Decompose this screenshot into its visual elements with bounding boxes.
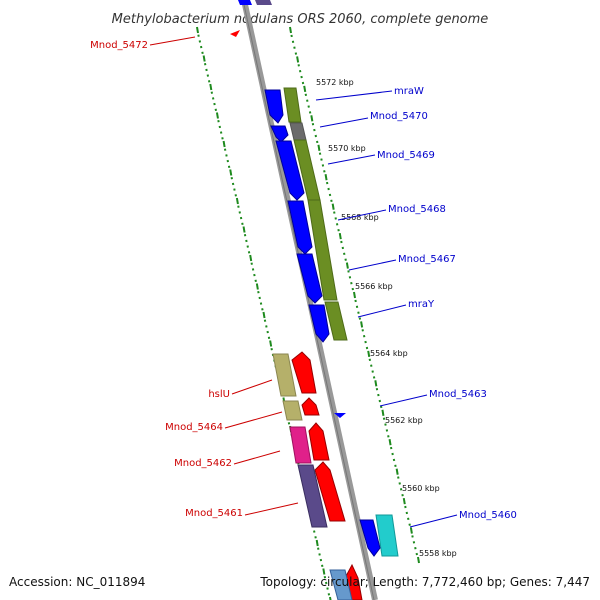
gene-label-mnod-5464[interactable]: Mnod_5464: [165, 422, 223, 433]
tick-mark: [409, 527, 413, 534]
tick-mark: [329, 596, 332, 600]
tick-mark: [269, 340, 273, 347]
cds-arrow: [275, 140, 305, 201]
cds-arrow: [291, 351, 317, 394]
kbp-label: 5566 kbp: [355, 282, 393, 291]
tick-mark: [353, 291, 356, 299]
kbp-label: 5572 kbp: [316, 78, 354, 87]
cds-arrow: [296, 253, 323, 304]
kbp-label: 5562 kbp: [385, 416, 423, 425]
tick-mark: [331, 203, 335, 210]
tick-mark: [324, 174, 328, 181]
cog-block: [255, 0, 272, 5]
cds-arrow: [308, 304, 330, 343]
cog-block: [375, 514, 399, 557]
tick-mark: [417, 556, 420, 564]
cds-track-reverse: [230, 30, 363, 600]
tick-mark: [209, 83, 213, 91]
tick-mark: [196, 26, 199, 34]
tick-mark: [315, 539, 319, 547]
kbp-label: 5568 kbp: [341, 213, 379, 222]
tick-mark: [262, 311, 266, 319]
tick-mark: [229, 169, 233, 176]
cog-block: [329, 569, 353, 600]
cog-block: [307, 199, 338, 301]
gene-label-mnod-5462[interactable]: Mnod_5462: [174, 458, 232, 469]
forward-gene-labels: mraW Mnod_5470 Mnod_5469 Mnod_5468 Mnod_…: [315, 86, 517, 528]
cog-block: [324, 301, 348, 341]
cog-block: [283, 87, 302, 123]
tick-mark: [235, 197, 239, 205]
kbp-label: 5558 kbp: [419, 549, 457, 558]
small-feature: [334, 413, 346, 418]
tick-mark: [322, 568, 326, 575]
cog-block: [289, 122, 307, 141]
cog-block: [272, 353, 297, 397]
tick-mark: [296, 56, 300, 63]
tick-mark: [395, 468, 399, 475]
gene-label-mraw[interactable]: mraW: [394, 86, 424, 97]
cog-block: [238, 0, 252, 5]
tick-mark: [255, 283, 259, 290]
tick-mark: [381, 409, 385, 416]
gene-label-mnod-5467[interactable]: Mnod_5467: [398, 254, 456, 265]
reverse-gene-labels: Mnod_5472 hslU Mnod_5464 Mnod_5462 Mnod_…: [90, 36, 299, 519]
map-title: Methylobacterium nodulans ORS 2060, comp…: [112, 12, 489, 27]
backbone: [241, 0, 378, 600]
gene-label-mnod-5460[interactable]: Mnod_5460: [459, 510, 517, 521]
tick-mark: [202, 55, 206, 62]
tick-mark: [310, 115, 314, 122]
cog-block: [297, 464, 328, 528]
tick-mark: [402, 497, 406, 505]
tick-mark: [388, 439, 392, 446]
cds-arrow: [270, 125, 289, 143]
cog-track-forward: [283, 87, 399, 557]
cog-track-reverse: [238, 0, 353, 600]
accession-text: Accession: NC_011894: [9, 575, 145, 589]
gene-label-mnod-5463[interactable]: Mnod_5463: [429, 389, 487, 400]
kbp-label: 5564 kbp: [370, 349, 408, 358]
tick-mark: [374, 380, 378, 387]
gene-label-mnod-5472[interactable]: Mnod_5472: [90, 40, 148, 51]
cds-arrow: [301, 397, 320, 416]
tick-mark: [338, 232, 342, 240]
cds-arrow: [308, 422, 330, 461]
gene-label-mnod-5468[interactable]: Mnod_5468: [388, 204, 446, 215]
cds-track-forward: [264, 89, 381, 557]
tick-mark: [215, 112, 219, 119]
kbp-axis: 5572 kbp 5570 kbp 5568 kbp 5566 kbp 5564…: [316, 78, 457, 558]
gene-label-mnod-5469[interactable]: Mnod_5469: [377, 150, 435, 161]
tick-mark: [360, 321, 364, 328]
cds-arrow: [264, 89, 284, 124]
cds-arrow: [314, 461, 346, 522]
cds-arrow: [287, 200, 313, 255]
gene-label-mnod-5470[interactable]: Mnod_5470: [370, 111, 428, 122]
tick-mark: [303, 85, 307, 93]
inner-tick-track: [289, 26, 420, 564]
tick-mark: [222, 140, 226, 148]
kbp-label: 5570 kbp: [328, 144, 366, 153]
cds-arrow: [359, 519, 381, 557]
tick-mark: [367, 350, 371, 358]
tick-mark: [317, 144, 321, 151]
tick-mark: [345, 262, 349, 269]
tick-mark: [249, 254, 253, 262]
cog-block: [282, 400, 303, 421]
cds-arrow: [230, 30, 240, 37]
kbp-label: 5560 kbp: [402, 484, 440, 493]
tick-mark: [289, 26, 292, 34]
gene-label-hslu[interactable]: hslU: [208, 389, 230, 400]
gene-label-mnod-5461[interactable]: Mnod_5461: [185, 508, 243, 519]
gene-label-mray[interactable]: mraY: [408, 299, 435, 310]
cog-block: [289, 426, 312, 464]
tick-mark: [242, 226, 246, 233]
genome-summary-text: Topology: circular; Length: 7,772,460 bp…: [259, 575, 590, 589]
